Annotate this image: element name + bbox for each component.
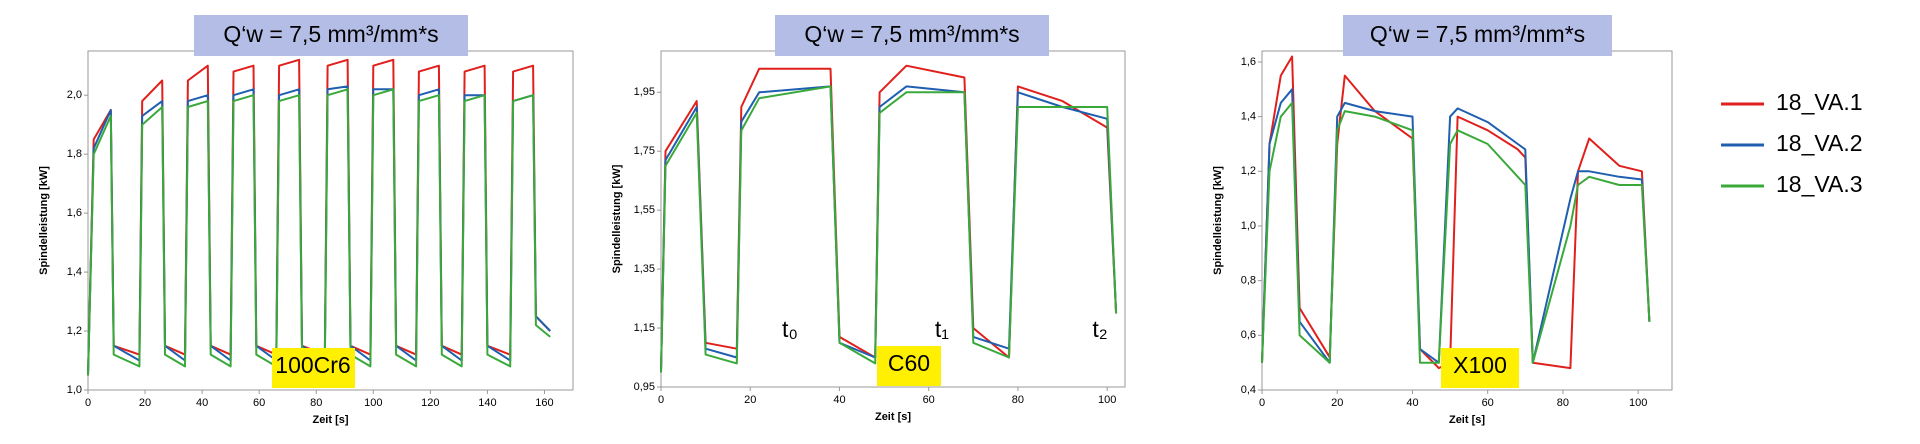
y-tick-label: 1,6 bbox=[1241, 56, 1256, 68]
x-tick-label: 80 bbox=[1012, 394, 1024, 406]
y-tick-label: 1,75 bbox=[634, 145, 655, 157]
y-tick-label: 1,35 bbox=[634, 263, 655, 275]
y-tick-label: 1,15 bbox=[634, 322, 655, 334]
y-tick-label: 1,55 bbox=[634, 204, 655, 216]
y-tick-label: 1,8 bbox=[67, 148, 82, 160]
chart-title: Q‘w = 7,5 mm³/mm*s bbox=[223, 21, 438, 47]
y-tick-label: 1,2 bbox=[67, 325, 82, 337]
chart-title: Q‘w = 7,5 mm³/mm*s bbox=[1370, 21, 1585, 47]
series-line bbox=[1261, 88, 1651, 364]
x-axis-label: Zeit [s] bbox=[1449, 414, 1485, 426]
x-tick-label: 0 bbox=[1259, 397, 1265, 409]
y-tick-label: 1,2 bbox=[1241, 165, 1256, 177]
annotation: t₁ bbox=[935, 316, 949, 342]
y-tick-label: 0,6 bbox=[1241, 329, 1256, 341]
annotation: t₀ bbox=[782, 316, 798, 342]
y-tick-label: 1,6 bbox=[67, 207, 82, 219]
x-tick-label: 0 bbox=[85, 397, 91, 409]
x-tick-label: 160 bbox=[535, 397, 553, 409]
y-tick-label: 0,8 bbox=[1241, 275, 1256, 287]
y-tick-label: 2,0 bbox=[67, 89, 82, 101]
x-tick-label: 40 bbox=[1406, 397, 1418, 409]
material-box bbox=[1441, 348, 1519, 388]
chart-title: Q‘w = 7,5 mm³/mm*s bbox=[804, 21, 1019, 47]
series-line bbox=[87, 85, 551, 376]
series-line bbox=[1261, 55, 1651, 370]
x-tick-label: 100 bbox=[1098, 394, 1116, 406]
x-tick-label: 80 bbox=[1557, 397, 1569, 409]
title-box bbox=[1343, 15, 1612, 56]
x-tick-label: 20 bbox=[1331, 397, 1343, 409]
y-tick-label: 0,95 bbox=[634, 381, 655, 393]
material-box bbox=[272, 348, 355, 388]
legend-label: 18_VA.3 bbox=[1776, 171, 1863, 197]
title-box bbox=[194, 15, 468, 56]
y-axis-label: Spindelleistung [kW] bbox=[1212, 166, 1224, 275]
x-tick-label: 0 bbox=[658, 394, 664, 406]
annotation: t₂ bbox=[1092, 316, 1107, 342]
x-tick-label: 60 bbox=[253, 397, 265, 409]
x-tick-label: 40 bbox=[833, 394, 845, 406]
x-tick-label: 80 bbox=[310, 397, 322, 409]
y-tick-label: 0,4 bbox=[1241, 384, 1256, 396]
x-tick-label: 60 bbox=[1482, 397, 1494, 409]
legend-label: 18_VA.2 bbox=[1776, 130, 1863, 156]
series-line bbox=[87, 88, 551, 376]
x-tick-label: 40 bbox=[196, 397, 208, 409]
annotation: X100 bbox=[1453, 352, 1507, 378]
x-axis-label: Zeit [s] bbox=[312, 414, 348, 426]
y-tick-label: 1,95 bbox=[634, 86, 655, 98]
x-tick-label: 100 bbox=[1629, 397, 1647, 409]
series-line bbox=[660, 64, 1118, 373]
material-box bbox=[877, 346, 941, 386]
x-tick-label: 100 bbox=[364, 397, 382, 409]
y-axis-label: Spindelleistung [kW] bbox=[611, 164, 623, 273]
legend-label: 18_VA.1 bbox=[1776, 89, 1863, 115]
annotation: 100Cr6 bbox=[275, 352, 350, 378]
x-axis-label: Zeit [s] bbox=[875, 411, 911, 423]
x-tick-label: 140 bbox=[478, 397, 496, 409]
y-tick-label: 1,0 bbox=[1241, 220, 1256, 232]
series-line bbox=[660, 85, 1118, 373]
series-line bbox=[87, 58, 551, 376]
x-tick-label: 20 bbox=[744, 394, 756, 406]
y-tick-label: 1,0 bbox=[67, 384, 82, 396]
x-tick-label: 60 bbox=[923, 394, 935, 406]
y-tick-label: 1,4 bbox=[1241, 111, 1256, 123]
y-tick-label: 1,4 bbox=[67, 266, 82, 278]
series-line bbox=[660, 85, 1118, 373]
title-box bbox=[775, 15, 1049, 56]
plot-frame bbox=[1261, 50, 1673, 391]
x-tick-label: 20 bbox=[139, 397, 151, 409]
y-axis-label: Spindelleistung [kW] bbox=[38, 166, 50, 275]
series-line bbox=[1261, 101, 1651, 364]
annotation: C60 bbox=[888, 350, 930, 376]
x-tick-label: 120 bbox=[421, 397, 439, 409]
